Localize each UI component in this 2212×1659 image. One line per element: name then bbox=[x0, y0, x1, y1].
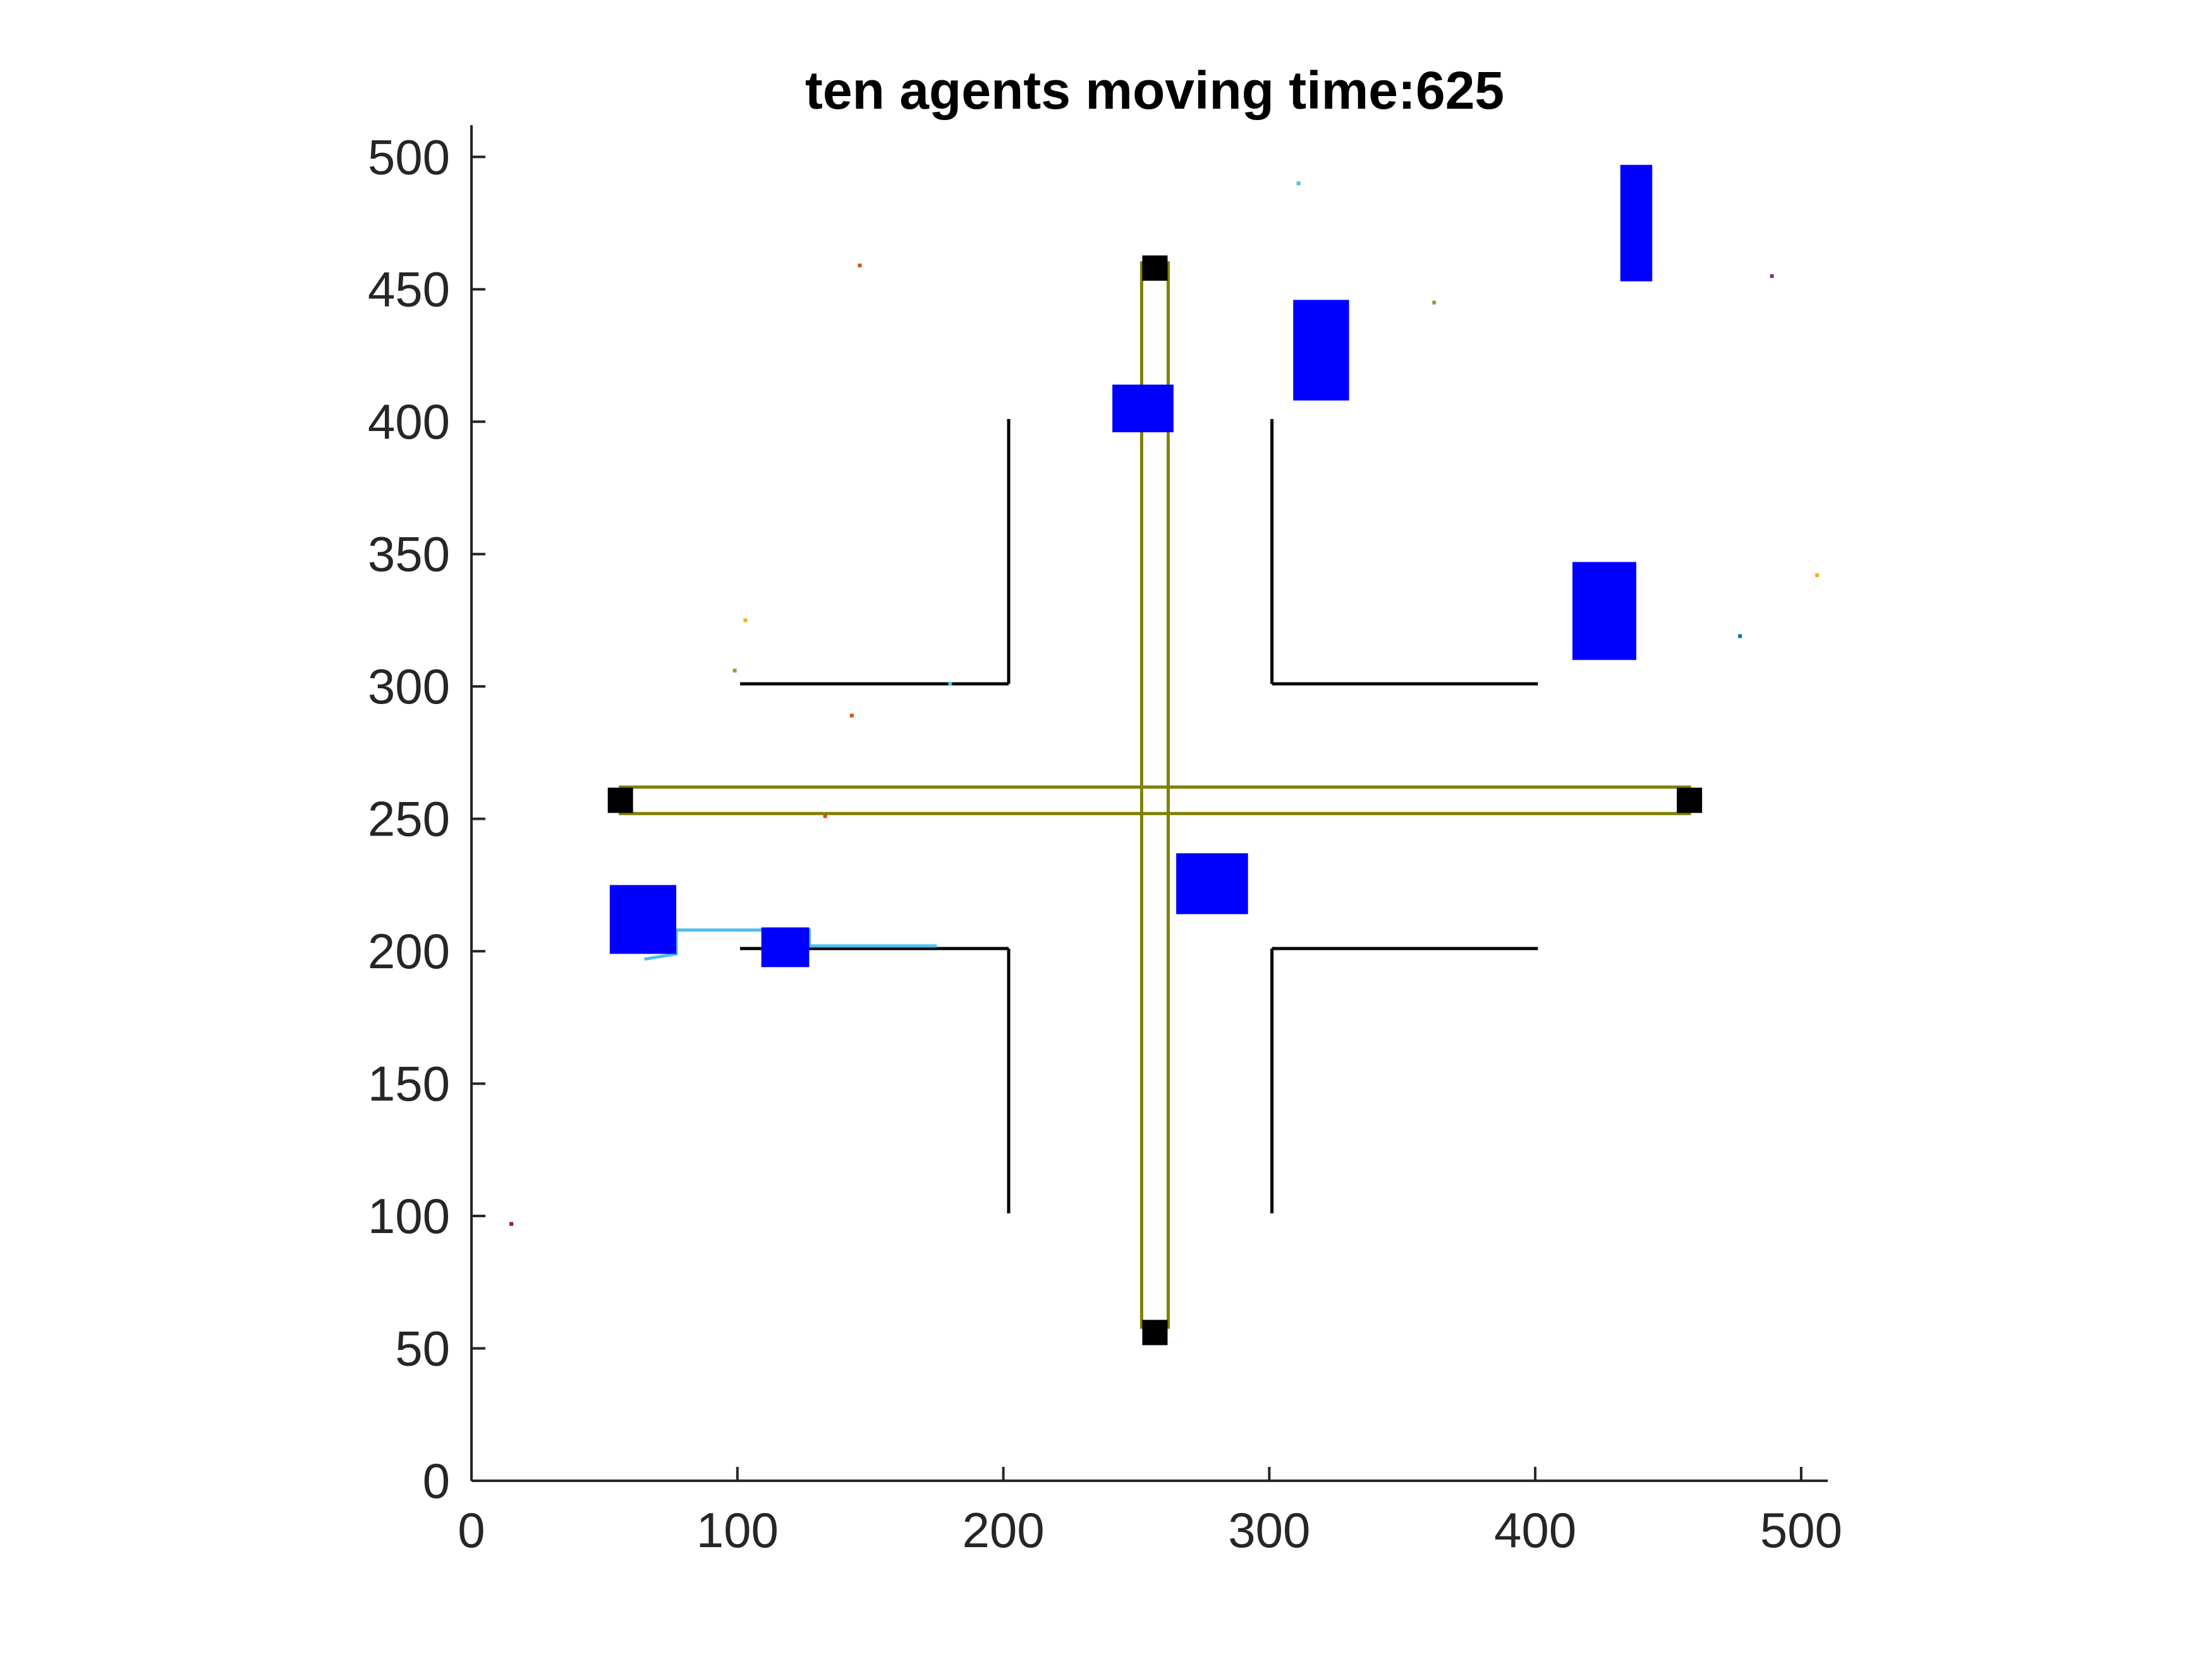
agent-dot-9 bbox=[849, 714, 854, 718]
y-axis-ticks: 0 50 100 150 200 250 300 350 400 450 500 bbox=[368, 129, 485, 1509]
chart-title: ten agents moving time:625 bbox=[805, 61, 1504, 120]
x-tick-label: 400 bbox=[1494, 1502, 1576, 1558]
y-tick-label: 350 bbox=[368, 526, 450, 582]
x-tick-label: 500 bbox=[1760, 1502, 1842, 1558]
vehicle-6 bbox=[609, 885, 677, 954]
endpoints-layer bbox=[607, 255, 1703, 1346]
vehicle-5 bbox=[1176, 853, 1248, 915]
y-tick-label: 450 bbox=[368, 262, 450, 317]
endpoint-marker-4 bbox=[1677, 787, 1703, 813]
plot-area bbox=[509, 164, 1820, 1346]
vehicle-1 bbox=[1620, 164, 1653, 282]
agent-trail-1 bbox=[644, 928, 937, 961]
trails-layer bbox=[644, 928, 937, 961]
y-tick-label: 300 bbox=[368, 659, 450, 714]
x-axis-ticks: 0 100 200 300 400 500 bbox=[458, 1467, 1842, 1558]
x-tick-label: 300 bbox=[1228, 1502, 1310, 1558]
endpoint-marker-3 bbox=[607, 787, 633, 813]
agent-dot-11 bbox=[823, 814, 827, 818]
endpoint-marker-1 bbox=[1142, 255, 1168, 281]
agent-dot-7 bbox=[743, 618, 748, 623]
agent-dot-3 bbox=[1432, 300, 1437, 305]
y-tick-label: 50 bbox=[395, 1321, 450, 1376]
agent-dot-1 bbox=[858, 264, 862, 268]
agent-dot-4 bbox=[1770, 274, 1774, 278]
agent-dot-2 bbox=[1296, 181, 1301, 186]
agent-dot-8 bbox=[732, 669, 737, 673]
y-tick-label: 500 bbox=[368, 129, 450, 185]
vehicle-2 bbox=[1293, 300, 1349, 401]
y-tick-label: 250 bbox=[368, 791, 450, 847]
vehicles-layer bbox=[609, 164, 1653, 968]
vehicle-7 bbox=[761, 927, 810, 968]
agent-dot-5 bbox=[1815, 573, 1820, 578]
x-tick-label: 0 bbox=[458, 1502, 485, 1558]
y-tick-label: 200 bbox=[368, 923, 450, 979]
x-tick-label: 100 bbox=[696, 1502, 779, 1558]
y-tick-label: 400 bbox=[368, 394, 450, 449]
y-tick-label: 0 bbox=[423, 1453, 450, 1509]
vehicle-4 bbox=[1572, 562, 1637, 660]
agent-dot-12 bbox=[509, 1222, 514, 1226]
x-tick-label: 200 bbox=[962, 1502, 1044, 1558]
vehicle-3 bbox=[1112, 384, 1174, 432]
dots-layer bbox=[509, 181, 1820, 1226]
y-tick-label: 100 bbox=[368, 1188, 450, 1244]
axes: 0 100 200 300 400 500 0 50 100 150 200 250 300 350 40… bbox=[368, 125, 1842, 1558]
endpoint-marker-2 bbox=[1142, 1320, 1168, 1346]
y-tick-label: 150 bbox=[368, 1056, 450, 1112]
agent-dot-10 bbox=[948, 681, 952, 686]
agent-dot-6 bbox=[1738, 634, 1742, 638]
